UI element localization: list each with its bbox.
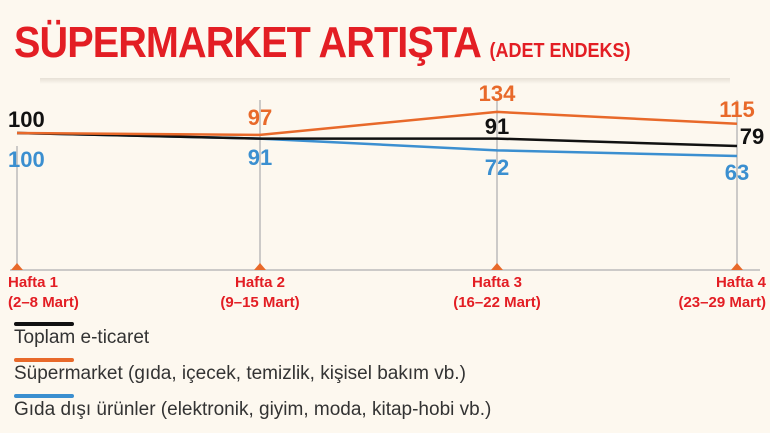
x-tick-label: Hafta 3 xyxy=(472,274,522,291)
series-line xyxy=(16,110,738,137)
data-label: 97 xyxy=(248,105,272,130)
title-divider xyxy=(40,78,730,84)
legend-item-supermarket: Süpermarket (gıda, içecek, temizlik, kiş… xyxy=(14,358,466,385)
axis-marker-icon xyxy=(254,263,266,270)
legend-swatch xyxy=(14,394,74,398)
x-tick-sublabel: (2–8 Mart) xyxy=(8,294,79,311)
data-label: 100 xyxy=(8,147,45,172)
x-tick-label: Hafta 2 xyxy=(235,274,285,291)
x-tick-sublabel: (23–29 Mart) xyxy=(678,294,766,311)
data-label: 115 xyxy=(719,97,755,122)
x-tick-label: Hafta 1 xyxy=(8,274,58,291)
data-label: 91 xyxy=(248,145,272,170)
chart-subtitle: (ADET ENDEKS) xyxy=(489,40,631,62)
data-label: 63 xyxy=(725,160,749,185)
legend-swatch xyxy=(14,358,74,362)
title-text: SÜPERMARKET ARTIŞTA xyxy=(14,18,480,67)
axis-marker-icon xyxy=(731,263,743,270)
x-tick-label: Hafta 4 xyxy=(716,274,767,291)
legend-item-gida-disi: Gıda dışı ürünler (elektronik, giyim, mo… xyxy=(14,394,491,421)
axis-marker-icon xyxy=(491,263,503,270)
data-label: 100 xyxy=(8,107,45,132)
x-tick-sublabel: (9–15 Mart) xyxy=(220,294,299,311)
data-label: 91 xyxy=(485,114,509,139)
data-label: 79 xyxy=(740,124,764,149)
legend-swatch xyxy=(14,322,74,326)
data-label: 72 xyxy=(485,155,509,180)
legend-label: Süpermarket (gıda, içecek, temizlik, kiş… xyxy=(14,363,466,384)
legend-label: Toplam e-ticaret xyxy=(14,327,150,348)
legend-label: Gıda dışı ürünler (elektronik, giyim, mo… xyxy=(14,399,492,420)
chart-title: SÜPERMARKET ARTIŞTA (ADET ENDEKS) xyxy=(14,18,631,68)
series-line xyxy=(16,131,738,148)
data-label: 134 xyxy=(479,81,516,106)
axis-marker-icon xyxy=(11,263,23,270)
legend-item-toplam: Toplam e-ticaret xyxy=(14,322,149,349)
x-tick-sublabel: (16–22 Mart) xyxy=(453,294,541,311)
